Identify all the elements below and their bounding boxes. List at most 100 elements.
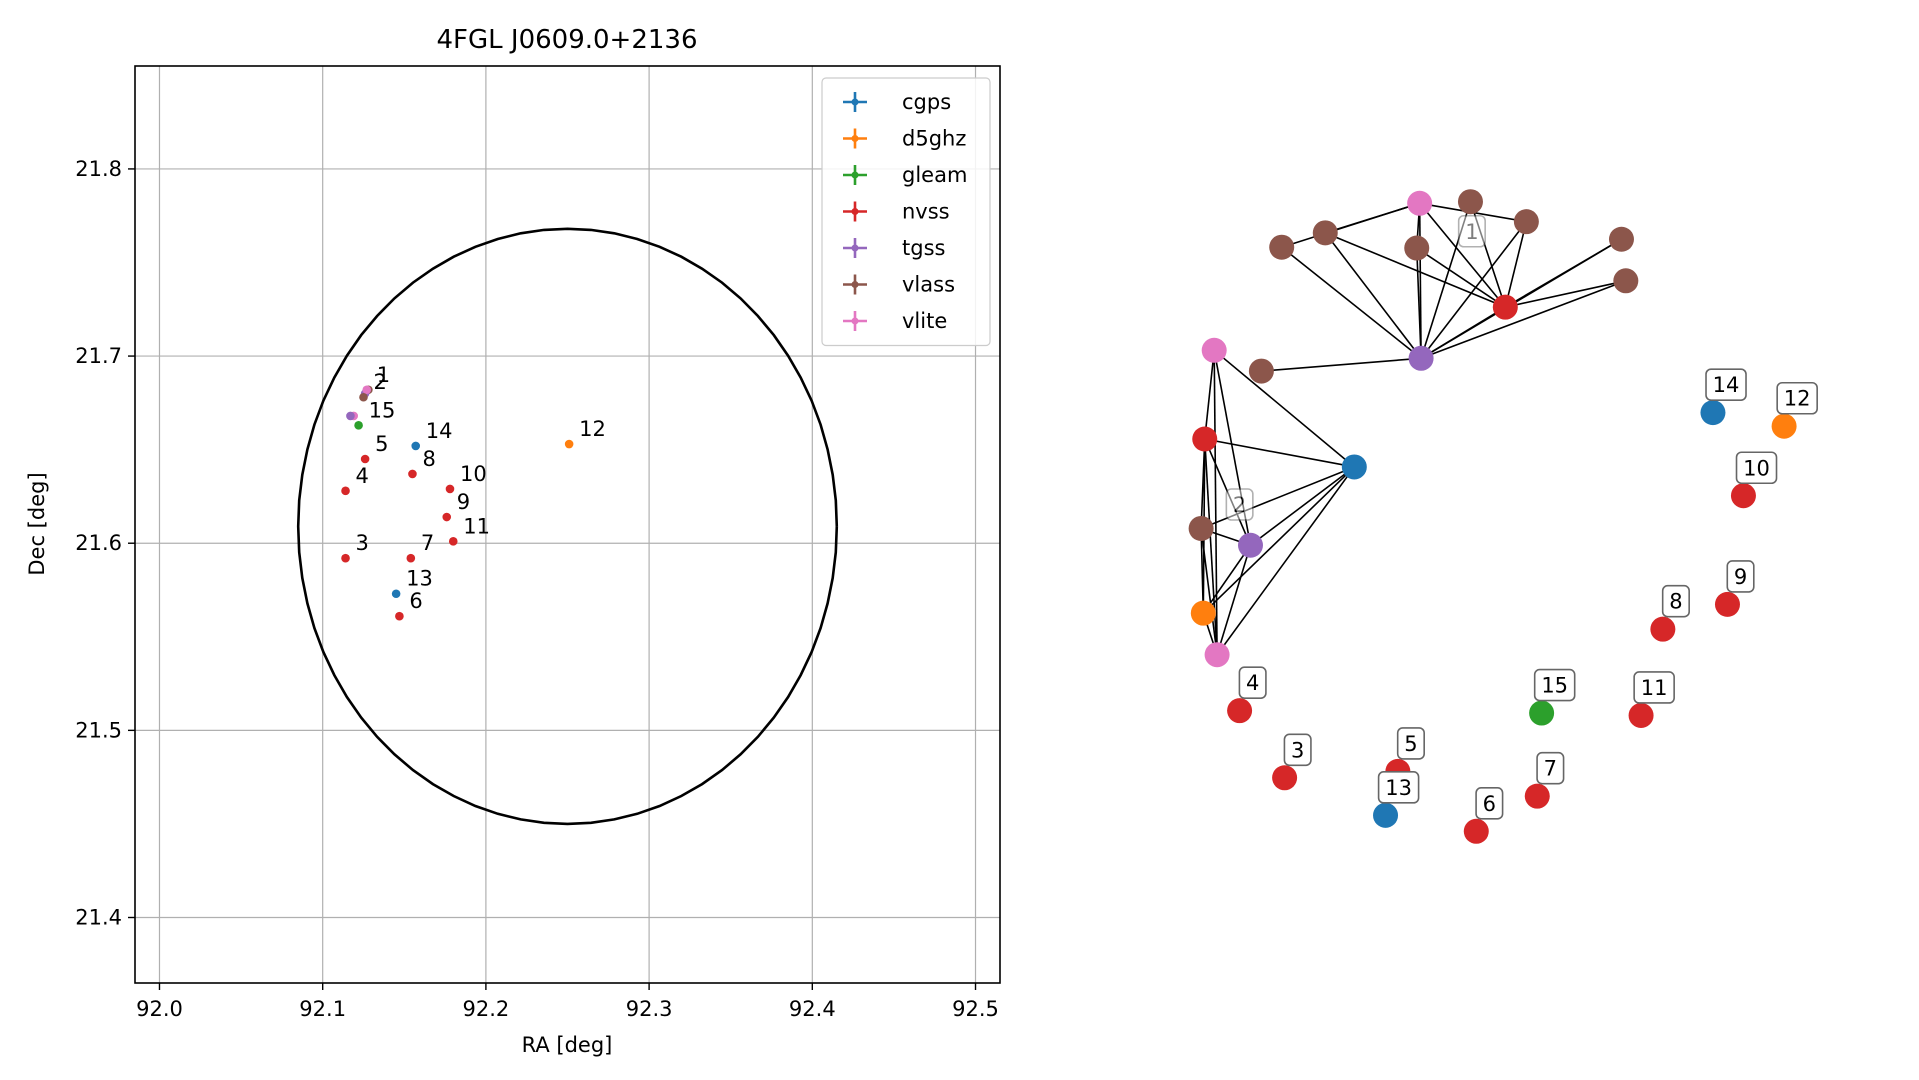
- graph-node-nvss: [1714, 591, 1740, 617]
- graph-node-nvss: [1730, 483, 1756, 509]
- legend-entry-nvss: nvss: [902, 200, 950, 224]
- tick-layer: 92.0 92.1 92.2 92.3 92.4 92.5 21.4 21.5 21.6 21.7…: [75, 157, 999, 1021]
- node-label-text: 7: [1544, 757, 1557, 781]
- x-tick-label: 92.0: [136, 997, 183, 1021]
- node-label: 1: [1457, 214, 1486, 248]
- graph-edge: [1216, 545, 1252, 655]
- node-label: 9: [1726, 560, 1755, 593]
- legend-marker-dot: [851, 281, 859, 288]
- data-point-cgps: [391, 589, 401, 599]
- graph-node-nvss: [1628, 702, 1654, 728]
- y-tick-label: 21.6: [75, 531, 122, 555]
- node-label-box: [1396, 727, 1425, 760]
- legend-entry-vlite: vlite: [902, 309, 947, 333]
- graph-node-d5ghz: [1771, 413, 1797, 439]
- node-label-text: 3: [1291, 738, 1304, 762]
- data-point-nvss: [406, 553, 416, 563]
- x-tick-label: 92.5: [952, 997, 999, 1021]
- graph-edge: [1281, 246, 1422, 359]
- node-label-text: 12: [1784, 387, 1811, 411]
- node-label-box: [1475, 787, 1504, 820]
- point-label: 7: [421, 531, 434, 555]
- node-label-box: [1735, 451, 1778, 485]
- point-label: 5: [375, 432, 388, 456]
- legend-marker-dot: [851, 171, 859, 179]
- node-layer: [1188, 189, 1797, 844]
- node-label: 15: [1533, 668, 1576, 702]
- graph-node-cgps: [1341, 454, 1367, 480]
- node-label: 11: [1633, 671, 1675, 704]
- y-tick-label: 21.8: [75, 157, 122, 181]
- graph-edge: [1261, 357, 1422, 372]
- graph-edge: [1213, 349, 1355, 468]
- node-label-box: [1726, 560, 1755, 593]
- data-point-nvss: [408, 469, 417, 479]
- graph-node-nvss: [1192, 426, 1218, 452]
- graph-edge: [1324, 232, 1422, 359]
- chart-title: 4FGL J0609.0+2136: [437, 25, 698, 55]
- node-label: 3: [1283, 733, 1312, 767]
- graph-node-vlass: [1404, 235, 1430, 261]
- data-point-tgss: [346, 411, 355, 421]
- graph-node-vlass: [1312, 220, 1338, 246]
- node-label-text: 9: [1734, 565, 1747, 589]
- node-label-text: 11: [1641, 676, 1668, 700]
- legend: cgps d5ghz gleam nvss tgss vlass vlite: [821, 77, 991, 347]
- points-layer: 12 15 5 14 8 4 10 911 3 7 136 12: [341, 363, 606, 621]
- legend-marker-dot: [851, 317, 859, 325]
- node-label-box: [1283, 733, 1312, 767]
- axes-frame: [134, 65, 1001, 984]
- data-point-gleam: [354, 421, 363, 430]
- node-label: 4: [1238, 666, 1267, 699]
- node-label-box: [1705, 368, 1747, 401]
- legend-entry-gleam: gleam: [902, 163, 967, 187]
- graph-node-vlass: [1608, 226, 1634, 252]
- legend-marker-dot: [851, 98, 859, 106]
- node-label-text: 6: [1483, 792, 1496, 816]
- point-label: 14: [426, 419, 453, 443]
- data-point-vlass: [359, 392, 368, 402]
- graph-node-vlass: [1457, 189, 1483, 215]
- graph-node-nvss: [1650, 616, 1676, 642]
- point-label: 6: [409, 589, 422, 613]
- graph-node-vlass: [1188, 515, 1214, 541]
- legend-entry-vlass: vlass: [902, 273, 955, 297]
- point-label: 4: [356, 464, 369, 488]
- node-label-box: [1776, 381, 1818, 415]
- graph-edge: [1202, 466, 1355, 614]
- graph-node-vlass: [1248, 358, 1274, 384]
- graph-node-vlass: [1269, 234, 1295, 260]
- graph-edge: [1415, 247, 1422, 359]
- point-label: 15: [369, 398, 396, 422]
- point-label: 9: [457, 490, 470, 514]
- node-label: 12: [1776, 381, 1818, 415]
- graph-edge: [1200, 528, 1218, 655]
- node-label: 2: [1225, 488, 1254, 521]
- node-label-box: [1377, 771, 1420, 804]
- edge-layer: [1200, 201, 1627, 656]
- node-label-text: 5: [1404, 732, 1417, 756]
- graph-node-gleam: [1529, 700, 1555, 726]
- graph-node-vlite: [1407, 190, 1433, 216]
- data-point-nvss: [445, 484, 455, 494]
- graph-edge: [1202, 544, 1252, 614]
- data-point-nvss: [341, 553, 350, 563]
- graph-node-d5ghz: [1190, 600, 1216, 626]
- node-label: 10: [1735, 451, 1778, 485]
- point-label: 1: [377, 363, 390, 387]
- node-label: 8: [1661, 584, 1690, 618]
- y-tick-label: 21.7: [75, 344, 122, 368]
- node-label: 7: [1536, 751, 1565, 785]
- legend-marker-dot: [851, 135, 859, 142]
- node-label-text: 10: [1743, 456, 1770, 480]
- data-point-nvss: [360, 454, 370, 464]
- legend-entry-d5ghz: d5ghz: [902, 127, 966, 151]
- node-label: 6: [1475, 787, 1504, 820]
- left-scatter-panel: 4FGL J0609.0+2136 12 15 5 14 8 4 10 911 3 7 13612 …: [25, 25, 1001, 1057]
- graph-edge: [1203, 438, 1218, 655]
- graph-edge: [1419, 202, 1506, 308]
- graph-edge: [1420, 280, 1627, 360]
- y-tick-label: 21.4: [75, 906, 122, 930]
